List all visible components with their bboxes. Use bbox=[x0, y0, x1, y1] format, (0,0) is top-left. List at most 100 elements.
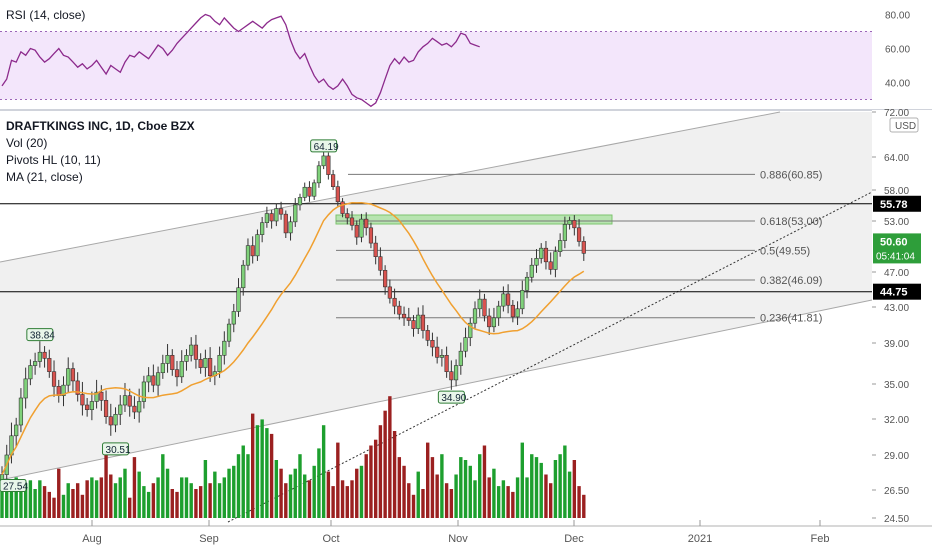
volume-bar bbox=[165, 468, 170, 518]
volume-bar bbox=[430, 457, 435, 518]
fib-label: 0.886(60.85) bbox=[760, 169, 822, 181]
volume-bar bbox=[146, 491, 151, 518]
price-tick-label: 26.50 bbox=[884, 486, 909, 497]
volume-bar bbox=[217, 483, 222, 518]
candle-body bbox=[378, 256, 383, 271]
candle-body bbox=[141, 381, 147, 402]
volume-bar bbox=[94, 480, 99, 518]
volume-bar bbox=[515, 477, 520, 518]
volume-bar bbox=[336, 442, 340, 518]
candle-body bbox=[401, 313, 407, 319]
volume-bar bbox=[454, 474, 458, 518]
volume-bar bbox=[184, 477, 189, 518]
volume-bar bbox=[487, 477, 491, 518]
volume-bar bbox=[241, 445, 245, 518]
volume-bar bbox=[246, 454, 250, 518]
volume-bar bbox=[378, 425, 383, 518]
horizontal-level-label: 55.78 bbox=[880, 199, 908, 211]
candle-body bbox=[269, 213, 274, 222]
volume-bar bbox=[572, 460, 577, 518]
rsi-line bbox=[1, 13, 480, 108]
candle-body bbox=[293, 204, 298, 223]
candle-body bbox=[387, 286, 392, 299]
volume-bar bbox=[402, 465, 406, 518]
candle-body bbox=[383, 269, 388, 288]
volume-bar bbox=[194, 489, 198, 518]
candle-body bbox=[345, 213, 350, 219]
pivot-badge bbox=[26, 328, 54, 342]
x-tick-label: Sep bbox=[199, 533, 219, 545]
volume-bar bbox=[468, 465, 472, 518]
volume-bar bbox=[345, 486, 349, 518]
candle-body bbox=[562, 224, 567, 241]
horizontal-level-badge bbox=[873, 195, 921, 212]
candle-body bbox=[198, 359, 203, 368]
candle-body bbox=[354, 224, 359, 238]
volume-bar bbox=[232, 465, 236, 518]
volume-bar bbox=[284, 483, 288, 518]
volume-bar bbox=[170, 489, 174, 518]
volume-bar bbox=[61, 494, 66, 518]
pivot-badge bbox=[102, 442, 130, 456]
volume-bar bbox=[123, 468, 127, 518]
volume-bar bbox=[113, 483, 118, 518]
candle-body bbox=[118, 404, 123, 415]
candle-body bbox=[330, 174, 336, 188]
candle-body bbox=[33, 361, 38, 366]
volume-bar bbox=[496, 486, 501, 518]
volume-bar bbox=[90, 477, 94, 518]
price-tick-label: 64.00 bbox=[884, 153, 909, 164]
candle-body bbox=[255, 234, 260, 257]
volume-bar bbox=[317, 448, 321, 518]
volume-bar bbox=[104, 454, 108, 518]
volume-bar bbox=[161, 454, 165, 518]
volume-bar bbox=[392, 431, 397, 518]
volume-bar bbox=[364, 454, 368, 518]
countdown-label: 05:41:04 bbox=[876, 251, 915, 262]
candle-body bbox=[14, 424, 19, 437]
candle-body bbox=[47, 358, 52, 372]
candle-body bbox=[28, 365, 33, 380]
volume-bar bbox=[42, 486, 47, 518]
volume-bar bbox=[227, 468, 231, 518]
candle-body bbox=[444, 354, 449, 372]
candle-body bbox=[288, 221, 293, 234]
candle-body bbox=[453, 365, 459, 381]
candle-body bbox=[515, 308, 520, 318]
volume-bar bbox=[331, 486, 335, 518]
volume-bar bbox=[416, 471, 420, 518]
pivot-label: 64.19 bbox=[314, 142, 339, 153]
fib-label: 0.618(53.00) bbox=[760, 216, 822, 228]
volume-bar bbox=[397, 457, 402, 518]
volume-bar bbox=[208, 483, 212, 518]
candle-body bbox=[572, 220, 577, 229]
candle-body bbox=[501, 293, 506, 307]
last-price-label: 50.60 bbox=[880, 236, 908, 248]
volume-bar bbox=[180, 477, 184, 518]
candle-body bbox=[510, 304, 515, 318]
candle-body bbox=[193, 344, 199, 360]
volume-bar bbox=[321, 425, 326, 518]
volume-bar bbox=[80, 494, 85, 518]
price-tick-label: 29.00 bbox=[884, 451, 909, 462]
candle-body bbox=[449, 371, 454, 381]
candle-body bbox=[241, 264, 246, 289]
candle-body bbox=[278, 208, 284, 215]
candle-body bbox=[463, 337, 468, 352]
pivot-badge bbox=[310, 139, 338, 153]
volume-bar bbox=[9, 486, 14, 518]
x-tick-label: Aug bbox=[82, 533, 102, 545]
volume-bar bbox=[525, 477, 529, 518]
volume-bar bbox=[260, 419, 264, 518]
price-tick-label: 53.00 bbox=[884, 217, 909, 228]
candle-body bbox=[51, 371, 57, 387]
volume-bar bbox=[355, 468, 359, 518]
candle-body bbox=[406, 317, 411, 321]
volume-bar bbox=[75, 483, 80, 518]
volume-bar bbox=[175, 491, 179, 518]
volume-bar bbox=[85, 480, 89, 518]
volume-bar bbox=[269, 433, 274, 518]
volume-bar bbox=[142, 486, 146, 518]
candle-body bbox=[155, 372, 161, 386]
